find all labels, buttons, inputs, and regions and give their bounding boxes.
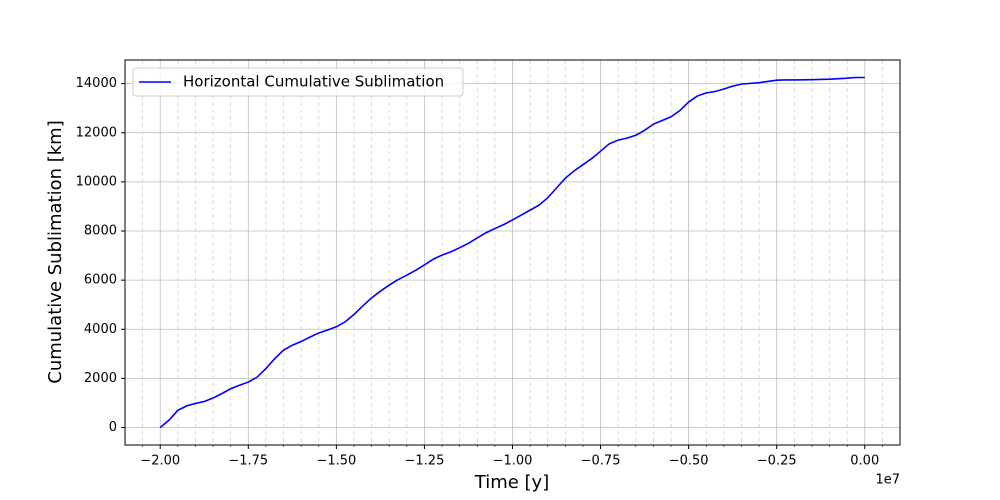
x-tick-label: −2.00: [140, 454, 180, 469]
y-tick-label: 12000: [76, 125, 117, 140]
y-tick-label: 8000: [84, 224, 117, 239]
y-tick-label: 10000: [76, 174, 117, 189]
x-offset-label: 1e7: [875, 473, 900, 488]
legend-label: Horizontal Cumulative Sublimation: [183, 73, 444, 91]
y-tick-label: 14000: [76, 76, 117, 91]
legend-box: [132, 67, 464, 97]
x-axis-label: Time [y]: [474, 472, 549, 493]
line-series: [159, 76, 865, 429]
x-tick-label: −1.25: [405, 454, 445, 469]
y-axis-label: Cumulative Sublimation [km]: [45, 120, 66, 384]
x-tick-label: −0.75: [581, 454, 621, 469]
y-tick-label: 0: [109, 420, 117, 435]
y-tick-label: 4000: [84, 322, 117, 337]
y-tick-label: 6000: [84, 273, 117, 288]
axes-frame: [124, 59, 901, 446]
x-tick-label: −0.25: [757, 454, 797, 469]
x-tick-label: −1.50: [316, 454, 356, 469]
x-tick-label: −1.75: [228, 454, 268, 469]
legend: Horizontal Cumulative Sublimation: [132, 67, 464, 97]
x-tick-label: 0.00: [850, 454, 879, 469]
y-tick-label: 2000: [84, 371, 117, 386]
x-tick-label: −0.50: [669, 454, 709, 469]
x-tick-label: −1.00: [493, 454, 533, 469]
